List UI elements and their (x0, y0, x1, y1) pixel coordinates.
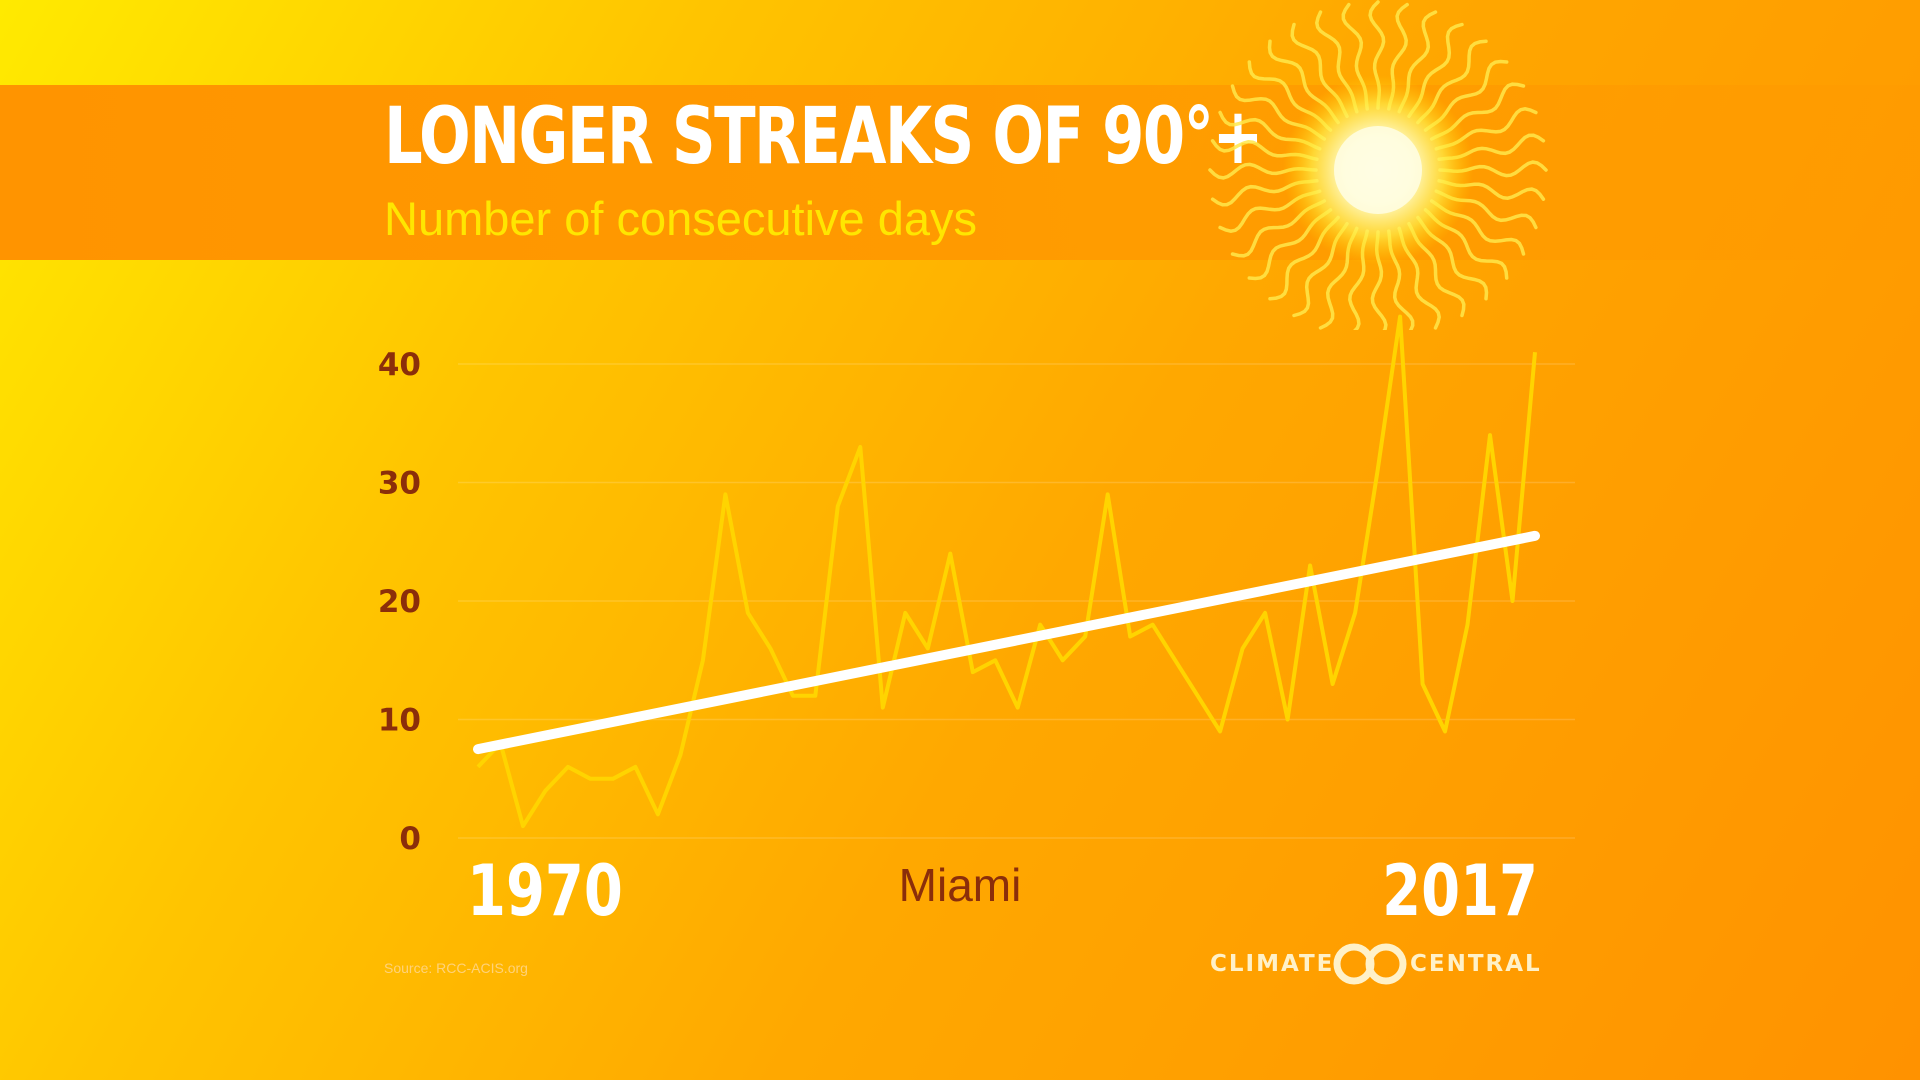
y-tick-label: 20 (378, 584, 421, 620)
logo-text-climate: CLIMATE (1210, 951, 1335, 977)
y-axis: 0 10 20 30 40 (378, 347, 421, 857)
sun-core (1334, 126, 1422, 214)
title-banner (0, 85, 1920, 260)
chart-subtitle: Number of consecutive days (384, 192, 978, 245)
y-tick-label: 0 (399, 821, 421, 857)
chart-series (473, 314, 1540, 829)
logo-rings-icon (1333, 943, 1407, 985)
series-line (476, 314, 1537, 829)
trend-line (473, 530, 1540, 755)
y-tick-label: 40 (378, 347, 421, 383)
y-tick-label: 30 (378, 466, 421, 502)
climate-central-logo: CLIMATE CENTRAL (1210, 940, 1540, 990)
logo-text-central: CENTRAL (1410, 951, 1542, 977)
source-note: Source: RCC-ACIS.org (384, 960, 528, 976)
y-tick-label: 10 (378, 703, 421, 739)
sun-icon (1208, 0, 1548, 330)
x-axis-start-label: 1970 (467, 850, 623, 932)
city-label: Miami (898, 859, 1022, 911)
chart-title: LONGER STREAKS OF 90°+ (384, 92, 1263, 182)
